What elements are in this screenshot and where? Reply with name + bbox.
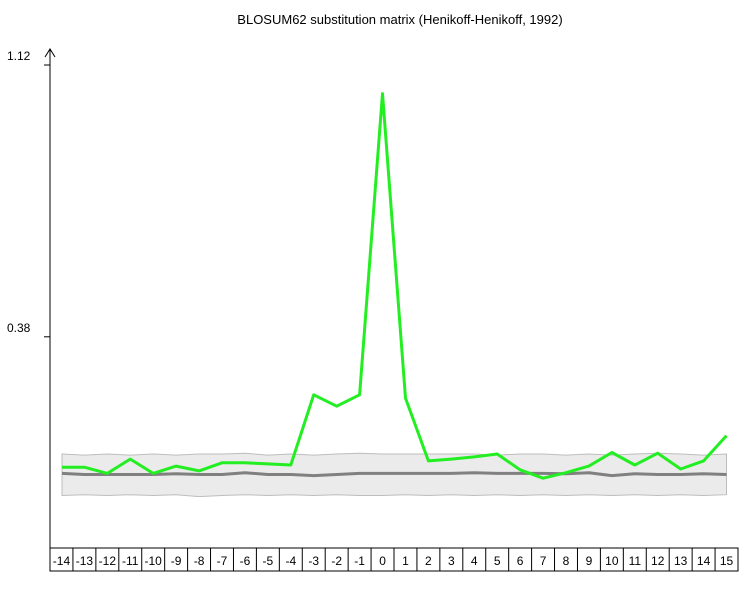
x-tick-label: -13 [76, 554, 94, 568]
x-tick-label: 4 [471, 554, 478, 568]
series-line-green [62, 92, 728, 480]
x-tick-label: 14 [697, 554, 711, 568]
y-tick-label: 0.38 [7, 321, 31, 335]
x-tick-label: 6 [517, 554, 524, 568]
x-tick-label: -6 [240, 554, 251, 568]
x-tick-label: -4 [285, 554, 296, 568]
x-tick-label: 13 [674, 554, 688, 568]
x-tick-label: -3 [308, 554, 319, 568]
y-axis-arrow [44, 48, 56, 58]
x-tick-label: -7 [217, 554, 228, 568]
x-tick-label: 11 [629, 554, 642, 568]
x-tick-label: 9 [586, 554, 593, 568]
series-layer [61, 92, 728, 480]
x-tick-label: 12 [651, 554, 665, 568]
x-tick-label: 2 [425, 554, 432, 568]
x-axis: -14 -13 -12 -11 -10 -9 -8 -7 -6 -5 -4 -3 -2 -1 0 1 2 3 4 5 6… [49, 547, 739, 572]
x-tick-label: 15 [720, 554, 734, 568]
x-tick-label: -9 [171, 554, 182, 568]
x-tick-label: -10 [145, 554, 163, 568]
x-tick-label: -8 [194, 554, 205, 568]
plot-area [61, 92, 728, 498]
x-tick-label: -14 [53, 554, 71, 568]
x-tick-label: 1 [402, 554, 409, 568]
x-tick-label: 0 [379, 554, 386, 568]
x-tick-label: -5 [263, 554, 274, 568]
x-tick-label: 7 [540, 554, 547, 568]
x-tick-label: -12 [99, 554, 117, 568]
x-tick-label: 8 [563, 554, 570, 568]
x-tick-label: 10 [605, 554, 619, 568]
y-tick-label: 1.12 [7, 49, 31, 63]
x-tick-label: -11 [122, 554, 139, 568]
x-tick-label: -2 [331, 554, 342, 568]
chart-title: BLOSUM62 substitution matrix (Henikoff-H… [237, 12, 562, 27]
series-line-gray [61, 471, 727, 478]
x-tick-label: 5 [494, 554, 501, 568]
y-ticks: 0.38 1.12 [7, 49, 50, 338]
x-tick-label: -1 [354, 554, 365, 568]
y-axis: 0.38 1.12 [7, 48, 56, 548]
x-tick-label: 3 [448, 554, 455, 568]
